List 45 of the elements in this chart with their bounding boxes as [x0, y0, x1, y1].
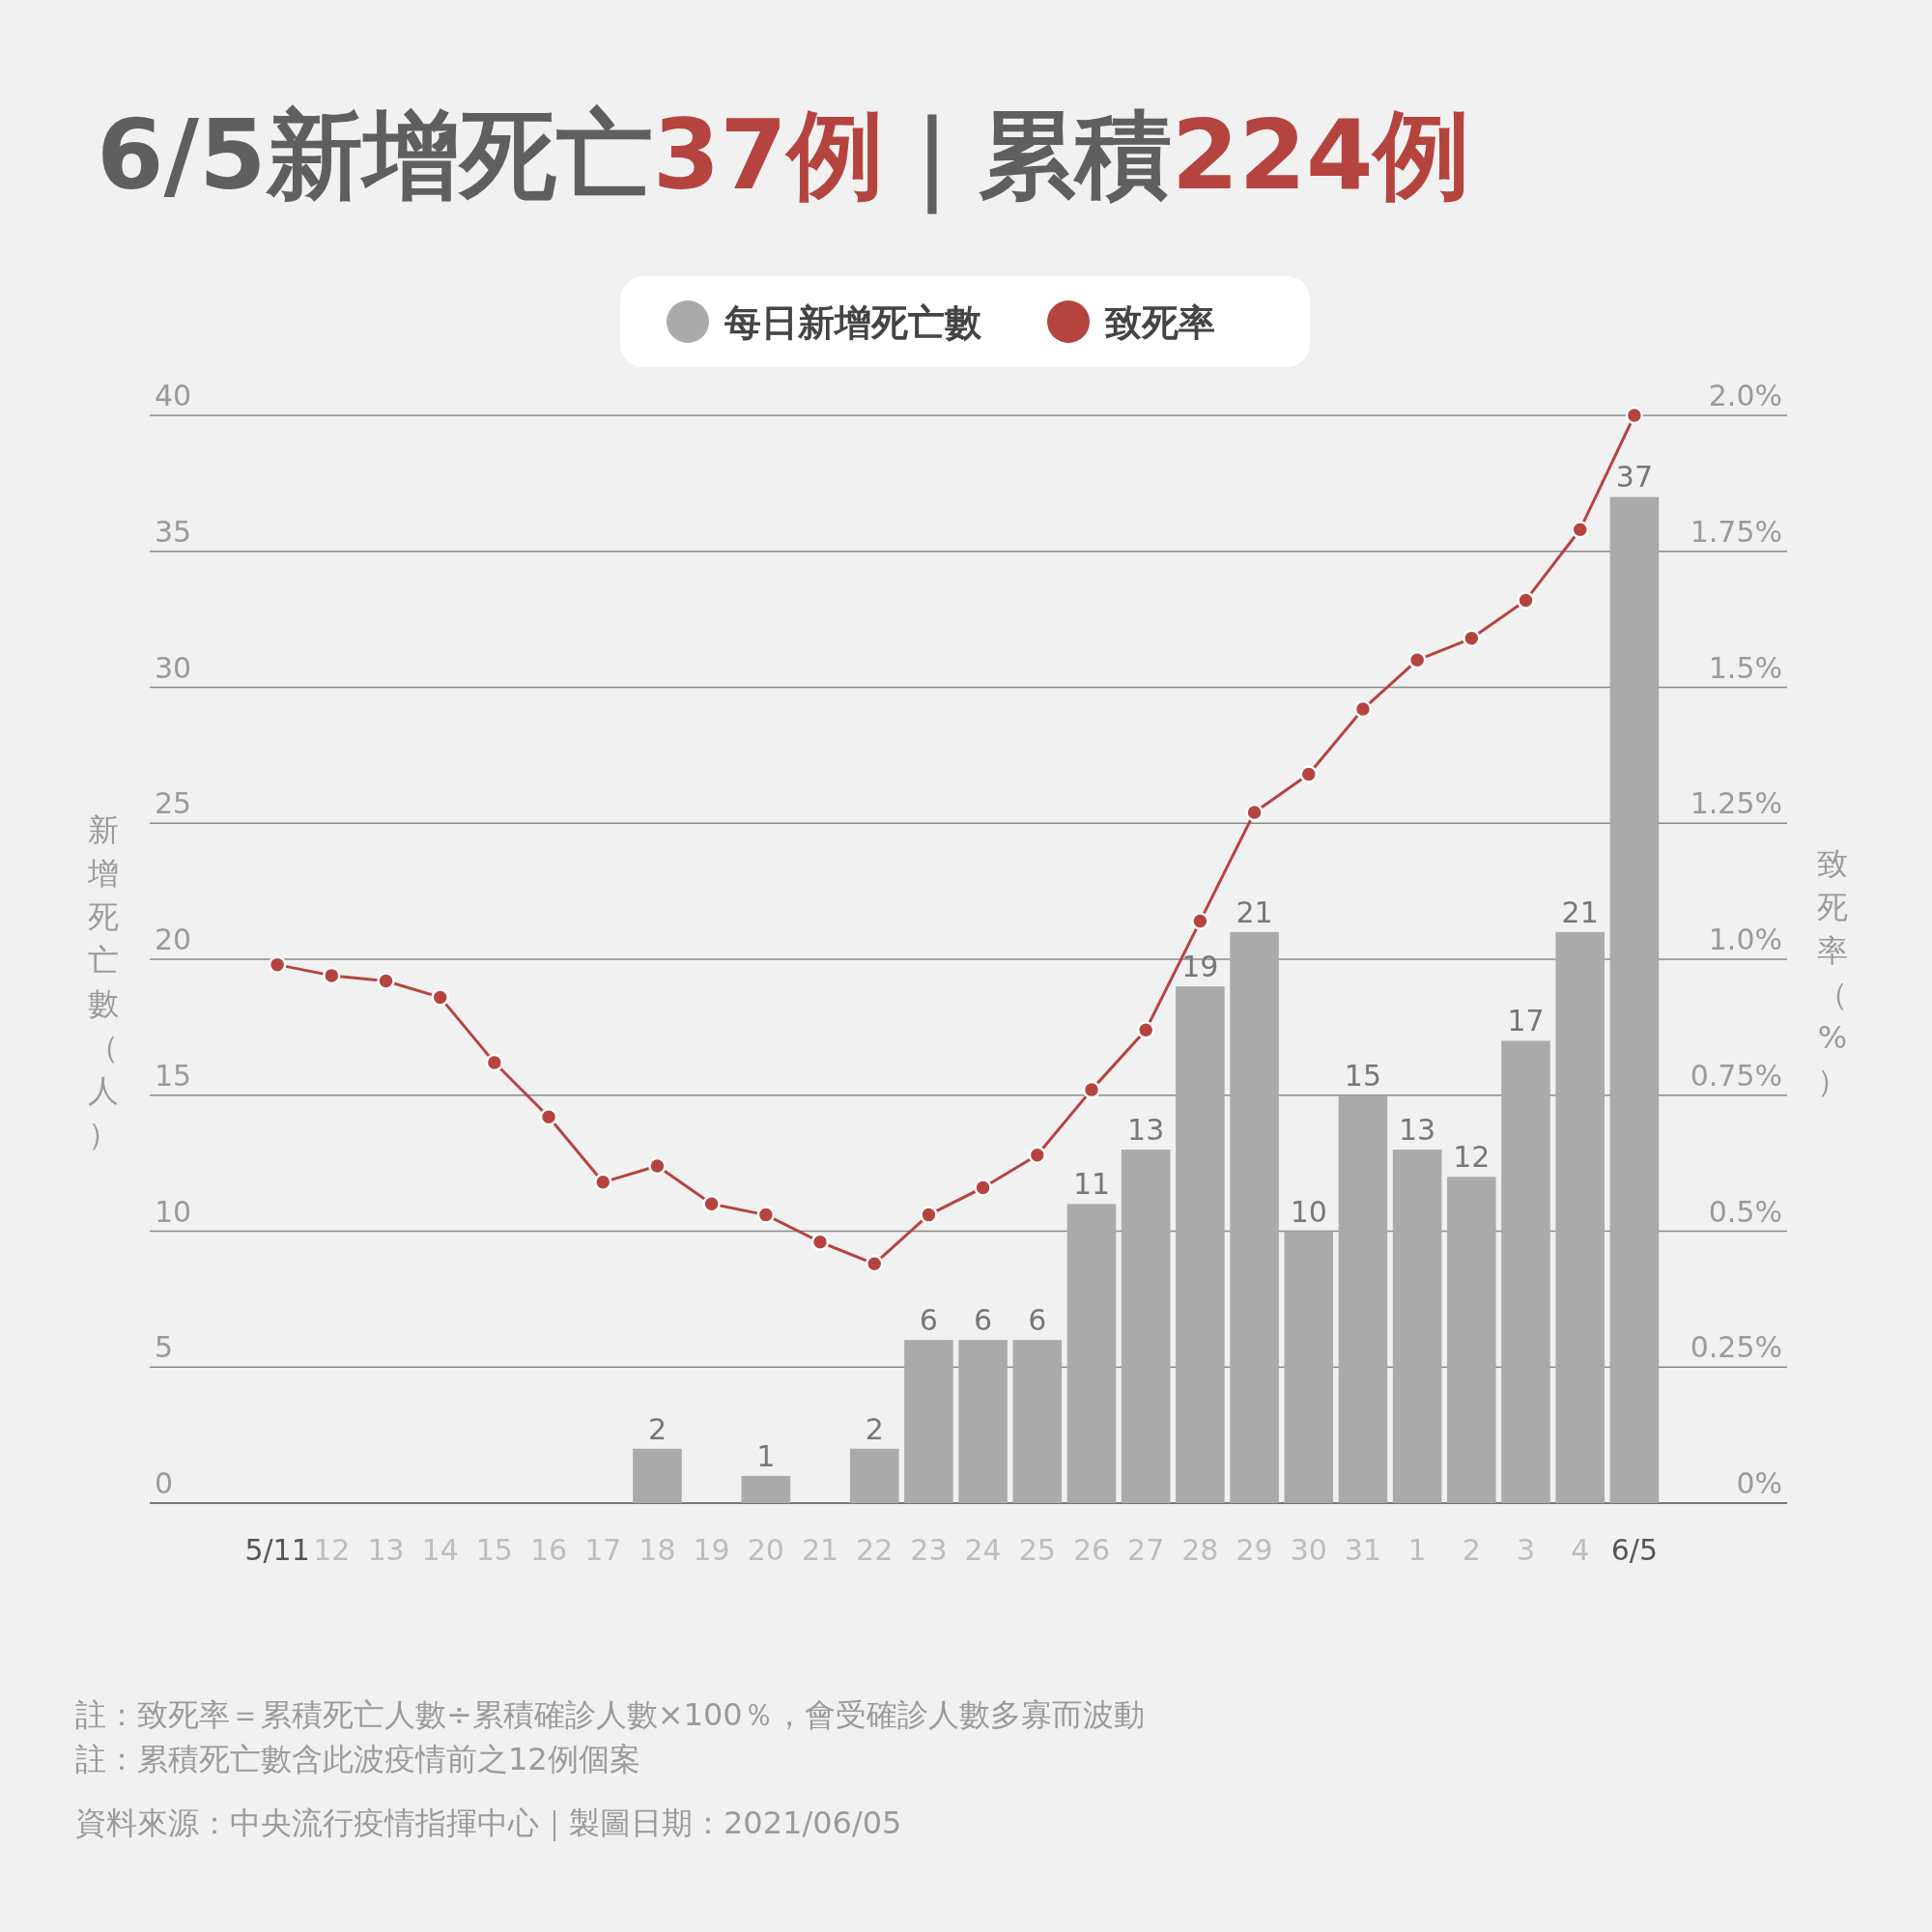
y2-axis-title: 致死率（%）: [1817, 845, 1848, 1099]
y2-tick-label: 1.25%: [1690, 786, 1782, 821]
y-tick-label: 5: [155, 1330, 174, 1365]
y-tick-label: 25: [155, 786, 192, 821]
y2-tick-label: 0%: [1736, 1466, 1782, 1500]
data-label: 1: [756, 1438, 776, 1473]
data-label: 6: [919, 1303, 938, 1338]
y-axis-title: 新增死亡數（人）: [87, 811, 119, 1152]
data-label: 2: [647, 1411, 667, 1446]
legend-label: 致死率: [1105, 301, 1215, 344]
y-tick-label: 40: [155, 379, 192, 412]
y-tick-label: 20: [155, 923, 192, 956]
data-label: 2: [865, 1411, 884, 1446]
data-label: 11: [1072, 1167, 1111, 1202]
y2-tick-label: 0.5%: [1708, 1194, 1782, 1229]
y-tick-label: 30: [155, 650, 192, 685]
data-label: 19: [1181, 950, 1219, 984]
data-label: 6: [974, 1303, 993, 1338]
data-label: 17: [1507, 1004, 1545, 1038]
text: 註：累積死亡數含此波疫情前之12例個案: [75, 1741, 640, 1777]
x-tick-label: 5/11: [244, 1533, 310, 1567]
y2-tick-label: 2.0%: [1708, 379, 1782, 412]
y2-tick-label: 0.75%: [1690, 1058, 1782, 1093]
source-note: 資料來源：中央流行疫情指揮中心｜製圖日期：2021/06/05: [75, 1804, 902, 1841]
data-label: 21: [1236, 895, 1273, 929]
y-tick-label: 10: [155, 1194, 192, 1229]
data-label: 13: [1127, 1113, 1165, 1148]
x-tick-label: 6/5: [1610, 1533, 1659, 1567]
chart-title: 6/5新增死亡37例｜累積224例: [97, 99, 1470, 214]
data-label: 21: [1561, 895, 1599, 929]
legend-label: 每日新增死亡數: [724, 301, 982, 344]
data-label: 13: [1399, 1113, 1436, 1148]
text: 註：致死率＝累積死亡人數÷累積確診人數×100％，會受確診人數多寡而波動: [75, 1696, 1145, 1733]
data-label: 10: [1290, 1194, 1327, 1229]
y2-tick-label: 1.5%: [1708, 650, 1782, 685]
y-tick-label: 35: [155, 514, 192, 549]
y2-tick-label: 0.25%: [1690, 1330, 1782, 1365]
data-label: 6: [1028, 1303, 1047, 1338]
data-label: 15: [1344, 1058, 1382, 1093]
y2-tick-label: 1.0%: [1708, 923, 1782, 956]
data-label: 12: [1453, 1140, 1491, 1175]
y-tick-label: 0: [155, 1466, 174, 1500]
data-label: 37: [1615, 460, 1653, 495]
y2-tick-label: 1.75%: [1690, 514, 1782, 549]
y-tick-label: 15: [155, 1058, 192, 1093]
